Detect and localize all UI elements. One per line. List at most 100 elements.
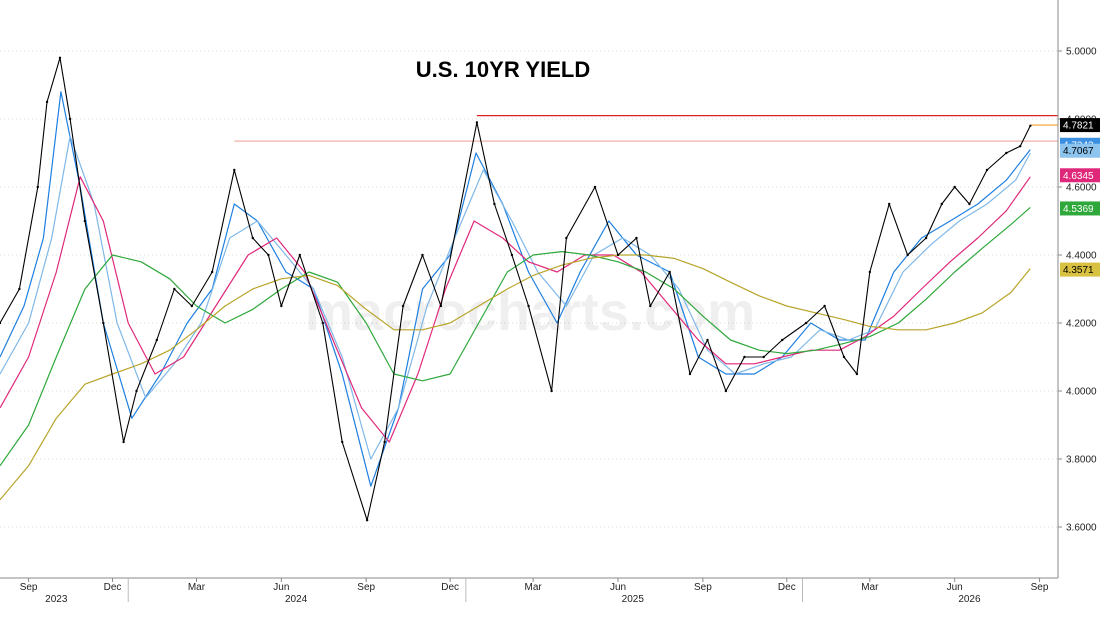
price-point <box>940 202 943 206</box>
price-point <box>635 236 638 240</box>
last-value-tag-bg <box>1060 262 1100 277</box>
price-point <box>688 372 692 376</box>
x-tick-label: Dec <box>441 582 459 593</box>
price-point <box>743 355 746 359</box>
x-tick-label: Mar <box>861 582 879 593</box>
price-point <box>102 321 105 325</box>
x-tick-label: Sep <box>20 582 38 593</box>
price-point <box>83 219 87 223</box>
y-tick-label: 4.2000 <box>1066 319 1097 330</box>
price-point <box>668 270 671 274</box>
last-value-tag-bg <box>1060 143 1100 158</box>
price-point <box>510 253 514 257</box>
last-value-tag-bg <box>1060 118 1100 133</box>
y-tick-label: 4.6000 <box>1066 183 1097 194</box>
last-value-tag: 4.5369 <box>1060 201 1100 216</box>
price-point <box>135 389 138 393</box>
price-point <box>401 304 405 308</box>
price-point <box>493 202 496 206</box>
price-point <box>421 253 424 257</box>
x-tick-label: Jun <box>610 582 626 593</box>
price-point <box>122 440 125 444</box>
price-point <box>781 338 784 342</box>
year-label: 2023 <box>45 594 68 605</box>
price-point <box>906 253 909 257</box>
x-tick-label: Mar <box>525 582 543 593</box>
price-point <box>924 236 928 240</box>
price-point <box>823 304 826 308</box>
year-label: 2025 <box>622 594 645 605</box>
x-tick-label: Dec <box>778 582 796 593</box>
y-tick-label: 4.4000 <box>1066 251 1097 262</box>
chart-title: U.S. 10YR YIELD <box>416 57 590 82</box>
last-value-tag: 4.6345 <box>1060 168 1100 183</box>
last-value-tag-bg <box>1060 168 1100 183</box>
price-point <box>968 202 971 206</box>
price-point <box>1029 124 1032 128</box>
price-point <box>616 253 620 257</box>
price-point <box>341 440 344 444</box>
price-point <box>565 236 568 240</box>
price-point <box>365 519 369 522</box>
price-point <box>439 304 443 308</box>
price-point <box>155 338 159 342</box>
year-label: 2024 <box>285 594 308 605</box>
price-point <box>804 321 808 325</box>
price-point <box>267 253 270 257</box>
price-point <box>887 202 891 206</box>
price-point <box>68 117 72 121</box>
price-point <box>58 56 62 59</box>
last-value-tag-label: 4.7067 <box>1063 146 1094 157</box>
reference-lines <box>234 114 1058 142</box>
price-point <box>1018 145 1022 148</box>
price-point <box>251 236 254 240</box>
price-point <box>985 168 989 172</box>
x-tick-label: Sep <box>357 582 375 593</box>
x-tick-label: Mar <box>188 582 206 593</box>
price-point <box>190 304 194 308</box>
year-label: 2026 <box>958 594 981 605</box>
price-point <box>298 253 301 257</box>
price-point <box>1005 151 1008 155</box>
x-tick-label: Jun <box>947 582 963 593</box>
x-axis-ticks: Sep Dec Mar Jun Sep Dec Mar Jun Sep Dec Mar Jun Sep 2… <box>20 578 1049 605</box>
price-point <box>36 185 40 189</box>
x-tick-label: Jun <box>273 582 289 593</box>
price-point <box>527 304 530 308</box>
price-point <box>724 389 728 393</box>
price-point <box>762 355 765 359</box>
price-point <box>173 287 176 291</box>
last-value-tag: 4.7821 <box>1060 118 1100 133</box>
price-point <box>868 270 872 274</box>
last-value-tag-label: 4.7821 <box>1063 121 1094 132</box>
x-tick-label: Sep <box>1031 582 1049 593</box>
price-point <box>383 440 386 444</box>
price-point <box>550 389 553 393</box>
price-point <box>210 270 214 274</box>
axis-layer <box>0 0 1059 579</box>
last-value-tag-bg <box>1060 201 1100 216</box>
price-point <box>45 100 49 104</box>
y-axis-ticks: 3.60003.80004.00004.20004.40004.60004.80… <box>1058 47 1097 534</box>
x-tick-label: Sep <box>694 582 712 593</box>
last-value-tag: 4.3571 <box>1060 262 1100 277</box>
series-layer <box>0 56 1032 522</box>
y-tick-label: 3.6000 <box>1066 523 1097 534</box>
price-point <box>321 321 325 325</box>
price-point <box>233 168 236 172</box>
price-point <box>0 321 2 325</box>
price-point <box>953 185 956 189</box>
price-point <box>649 304 652 308</box>
y-tick-label: 4.0000 <box>1066 387 1097 398</box>
x-tick-label: Dec <box>104 582 122 593</box>
price-point <box>18 287 21 291</box>
price-point <box>593 185 597 189</box>
price-point <box>706 338 709 342</box>
y-tick-label: 3.8000 <box>1066 455 1097 466</box>
last-value-tag: 4.7067 <box>1060 143 1100 158</box>
last-value-tag-label: 4.6345 <box>1063 171 1094 182</box>
last-value-tag-label: 4.5369 <box>1063 204 1094 215</box>
